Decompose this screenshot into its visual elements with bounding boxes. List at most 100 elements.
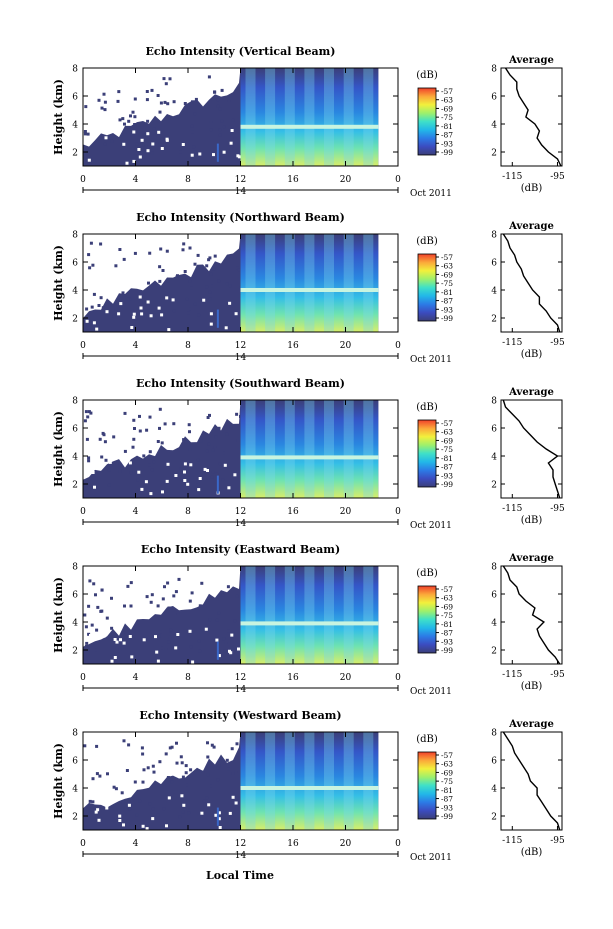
echo-speckle bbox=[235, 742, 239, 746]
echo-speckle bbox=[163, 422, 167, 426]
day-label: 14 bbox=[235, 187, 247, 197]
echo-gap bbox=[146, 149, 150, 153]
echo-speckle bbox=[144, 144, 148, 148]
colorbar-unit: (dB) bbox=[416, 402, 438, 413]
panel-2: Echo Intensity (Northward Beam) 2 4 6 8 Heigh… bbox=[52, 211, 565, 365]
echo-gap bbox=[204, 627, 208, 631]
date-label: Oct 2011 bbox=[410, 521, 452, 531]
echo-speckle bbox=[190, 591, 194, 595]
echo-speckle bbox=[138, 799, 142, 803]
panel-3: Echo Intensity (Southward Beam) 2 4 6 8 Heigh… bbox=[52, 377, 565, 531]
echo-gap bbox=[157, 306, 161, 310]
echo-speckle bbox=[148, 802, 152, 806]
echo-gap bbox=[146, 132, 150, 136]
echo-speckle bbox=[123, 449, 127, 453]
colorbar-tick-label: -99 bbox=[441, 480, 453, 489]
x-tick-label: 0 bbox=[80, 175, 86, 185]
echo-gap bbox=[188, 629, 192, 633]
echo-speckle bbox=[225, 758, 229, 762]
echo-speckle bbox=[184, 771, 188, 775]
echo-gap bbox=[118, 814, 122, 818]
echo-speckle bbox=[169, 632, 172, 636]
echo-speckle bbox=[96, 605, 100, 609]
echo-speckle bbox=[184, 764, 188, 768]
echo-speckle bbox=[94, 648, 98, 652]
colorbar bbox=[417, 87, 437, 156]
profile-title: Average bbox=[508, 55, 554, 66]
echo-gap bbox=[146, 300, 150, 304]
echo-speckle bbox=[133, 427, 136, 430]
echo-speckle bbox=[212, 745, 216, 749]
echo-speckle bbox=[174, 590, 178, 594]
colorbar-tick-label: -93 bbox=[441, 637, 453, 646]
echo-speckle bbox=[85, 437, 89, 441]
echo-speckle bbox=[180, 761, 184, 765]
echo-gap bbox=[127, 803, 131, 807]
echo-speckle bbox=[145, 98, 149, 102]
echo-speckle bbox=[145, 428, 149, 432]
echo-gap bbox=[91, 471, 95, 474]
panel-1: Echo Intensity (Vertical Beam) 2 4 6 8 Height… bbox=[52, 45, 565, 199]
echo-speckle bbox=[141, 780, 145, 784]
echo-streak bbox=[265, 732, 276, 830]
echo-gap bbox=[137, 148, 141, 151]
echo-streak bbox=[363, 732, 374, 830]
colorbar-tick-label: -81 bbox=[441, 122, 453, 131]
echo-speckle bbox=[168, 746, 172, 750]
echo-speckle bbox=[205, 264, 209, 268]
echo-speckle bbox=[196, 253, 200, 257]
echo-gap bbox=[140, 312, 144, 316]
echo-gap bbox=[165, 479, 169, 483]
echo-speckle bbox=[158, 760, 162, 764]
echo-speckle bbox=[150, 151, 154, 155]
echo-speckle bbox=[206, 773, 210, 777]
y-tick-label: 2 bbox=[72, 149, 78, 159]
chart-title: Echo Intensity (Southward Beam) bbox=[136, 377, 345, 390]
echo-streak bbox=[363, 234, 374, 332]
echo-speckle bbox=[162, 77, 166, 81]
echo-gap bbox=[218, 826, 222, 829]
echo-gap bbox=[128, 635, 132, 638]
echo-speckle bbox=[183, 102, 187, 105]
echo-speckle bbox=[86, 415, 90, 419]
x-tick-label: 4 bbox=[133, 175, 139, 185]
profile-frame bbox=[500, 399, 563, 499]
echo-speckle bbox=[175, 761, 179, 765]
echo-speckle bbox=[105, 616, 109, 620]
colorbar-tick-label: -69 bbox=[441, 104, 453, 113]
colorbar-tick-label: -63 bbox=[441, 262, 453, 271]
echo-speckle bbox=[217, 426, 221, 430]
echo-gap bbox=[183, 470, 186, 474]
echo-speckle bbox=[163, 100, 167, 104]
echo-speckle bbox=[227, 99, 231, 103]
echo-streak bbox=[245, 400, 256, 498]
echo-speckle bbox=[207, 442, 211, 446]
echo-speckle bbox=[134, 317, 138, 321]
echo-gap bbox=[189, 463, 193, 467]
echo-speckle bbox=[85, 307, 89, 311]
echo-streak bbox=[284, 566, 295, 664]
echo-speckle bbox=[209, 784, 213, 788]
echo-speckle bbox=[172, 100, 176, 104]
echo-speckle bbox=[118, 648, 122, 651]
echo-speckle bbox=[92, 292, 96, 296]
y-axis-label: Height (km) bbox=[52, 743, 65, 819]
echo-speckle bbox=[98, 437, 102, 441]
y-tick-label: 4 bbox=[72, 453, 78, 463]
echo-speckle bbox=[217, 611, 221, 615]
echo-streak bbox=[304, 400, 315, 498]
echo-speckle bbox=[208, 297, 212, 301]
echo-speckle bbox=[167, 606, 171, 610]
echo-gap bbox=[207, 803, 211, 807]
echo-gap bbox=[206, 469, 209, 472]
echo-gap bbox=[92, 321, 96, 325]
profile-frame bbox=[500, 67, 563, 167]
echo-speckle bbox=[225, 432, 229, 436]
echo-speckle bbox=[83, 132, 87, 136]
colorbar-unit: (dB) bbox=[416, 70, 438, 81]
echo-speckle bbox=[142, 454, 146, 458]
echo-speckle bbox=[216, 104, 220, 108]
colorbar-tick-label: -75 bbox=[441, 777, 453, 786]
echo-gap bbox=[85, 319, 89, 323]
profile-y-tick-label: 6 bbox=[491, 757, 497, 767]
